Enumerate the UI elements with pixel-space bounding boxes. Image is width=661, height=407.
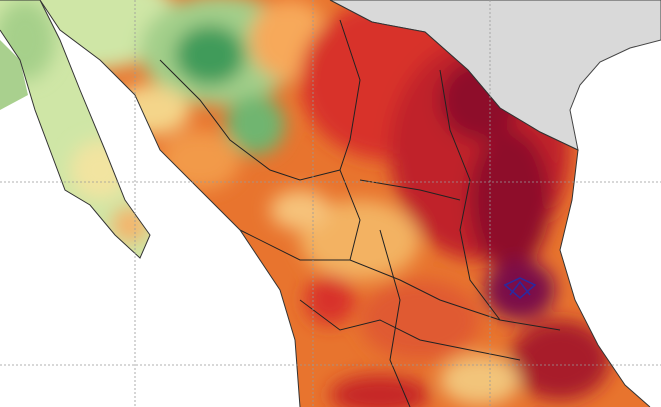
heat-blob <box>175 25 245 85</box>
heat-blob <box>510 320 610 400</box>
heat-blob <box>470 130 550 270</box>
border <box>339 19 361 261</box>
heat-blob <box>360 280 480 360</box>
border <box>359 179 461 201</box>
heat-blob <box>225 95 285 155</box>
border <box>159 59 341 181</box>
coastline <box>0 0 151 259</box>
heat-blob <box>440 355 520 405</box>
mainland-edge <box>0 40 28 110</box>
heat-blob <box>305 275 355 325</box>
heat-blob <box>330 375 430 407</box>
heat-blob <box>270 190 330 230</box>
border <box>439 69 501 321</box>
coastline <box>39 0 651 407</box>
state-borders <box>159 19 561 407</box>
border <box>239 229 561 331</box>
heat-blob <box>485 260 555 320</box>
border <box>379 229 411 407</box>
border <box>299 299 521 361</box>
city-marker <box>503 277 537 299</box>
